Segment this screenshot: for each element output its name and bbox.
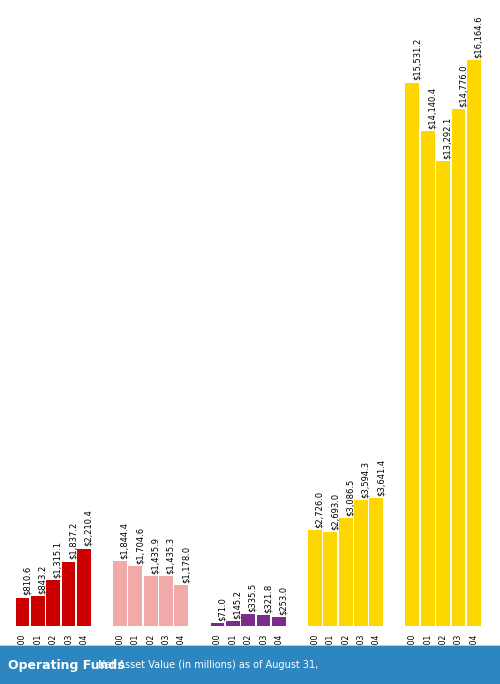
Text: Operating Funds: Operating Funds [8,659,124,672]
Bar [128,566,142,626]
Text: $14,140.4: $14,140.4 [428,87,437,129]
Text: Net Asset Value (in millions) as of August 31,: Net Asset Value (in millions) as of Augu… [98,660,318,670]
Text: $1,837.2: $1,837.2 [68,523,78,560]
Text: $1,704.6: $1,704.6 [136,527,144,564]
Bar [62,562,76,626]
Bar [144,576,158,626]
Text: $15,531.2: $15,531.2 [412,38,422,81]
Bar [354,500,368,626]
Bar [338,518,352,626]
Bar [31,596,45,626]
Text: $2,210.4: $2,210.4 [84,510,93,547]
Text: $2,726.0: $2,726.0 [315,491,324,529]
Text: $335.5: $335.5 [248,583,257,612]
Text: $1,435.9: $1,435.9 [150,536,160,573]
Bar [436,161,450,626]
Bar [16,598,30,626]
Text: $1,178.0: $1,178.0 [182,545,190,583]
Bar [452,109,466,626]
Text: $13,292.1: $13,292.1 [443,116,452,159]
Text: $3,086.5: $3,086.5 [346,479,354,516]
Bar [174,585,188,626]
Bar [256,615,270,626]
Bar [46,580,60,626]
Text: $2,693.0: $2,693.0 [330,492,340,529]
Text: $1,435.3: $1,435.3 [166,536,175,574]
Text: $145.2: $145.2 [233,590,242,619]
Bar [210,623,224,626]
Bar [272,617,286,626]
Text: $3,641.4: $3,641.4 [376,459,386,497]
Text: $1,315.1: $1,315.1 [53,541,62,578]
Bar [113,562,127,626]
Bar [467,60,481,626]
FancyBboxPatch shape [0,646,500,684]
Text: $3,594.3: $3,594.3 [361,461,370,498]
Text: $16,164.6: $16,164.6 [474,16,483,58]
Text: $14,776.0: $14,776.0 [458,64,468,107]
Bar [77,549,91,626]
Text: $321.8: $321.8 [264,583,272,612]
Bar [406,83,419,626]
Text: $71.0: $71.0 [218,597,226,621]
Bar [421,131,434,626]
Text: $1,844.4: $1,844.4 [120,523,129,560]
Bar [308,531,322,626]
Text: $253.0: $253.0 [279,586,288,615]
Bar [226,621,239,626]
Bar [324,531,337,626]
Text: $843.2: $843.2 [38,565,47,594]
Bar [370,499,384,626]
Bar [241,614,255,626]
Bar [159,576,173,626]
Text: $810.6: $810.6 [22,566,32,595]
